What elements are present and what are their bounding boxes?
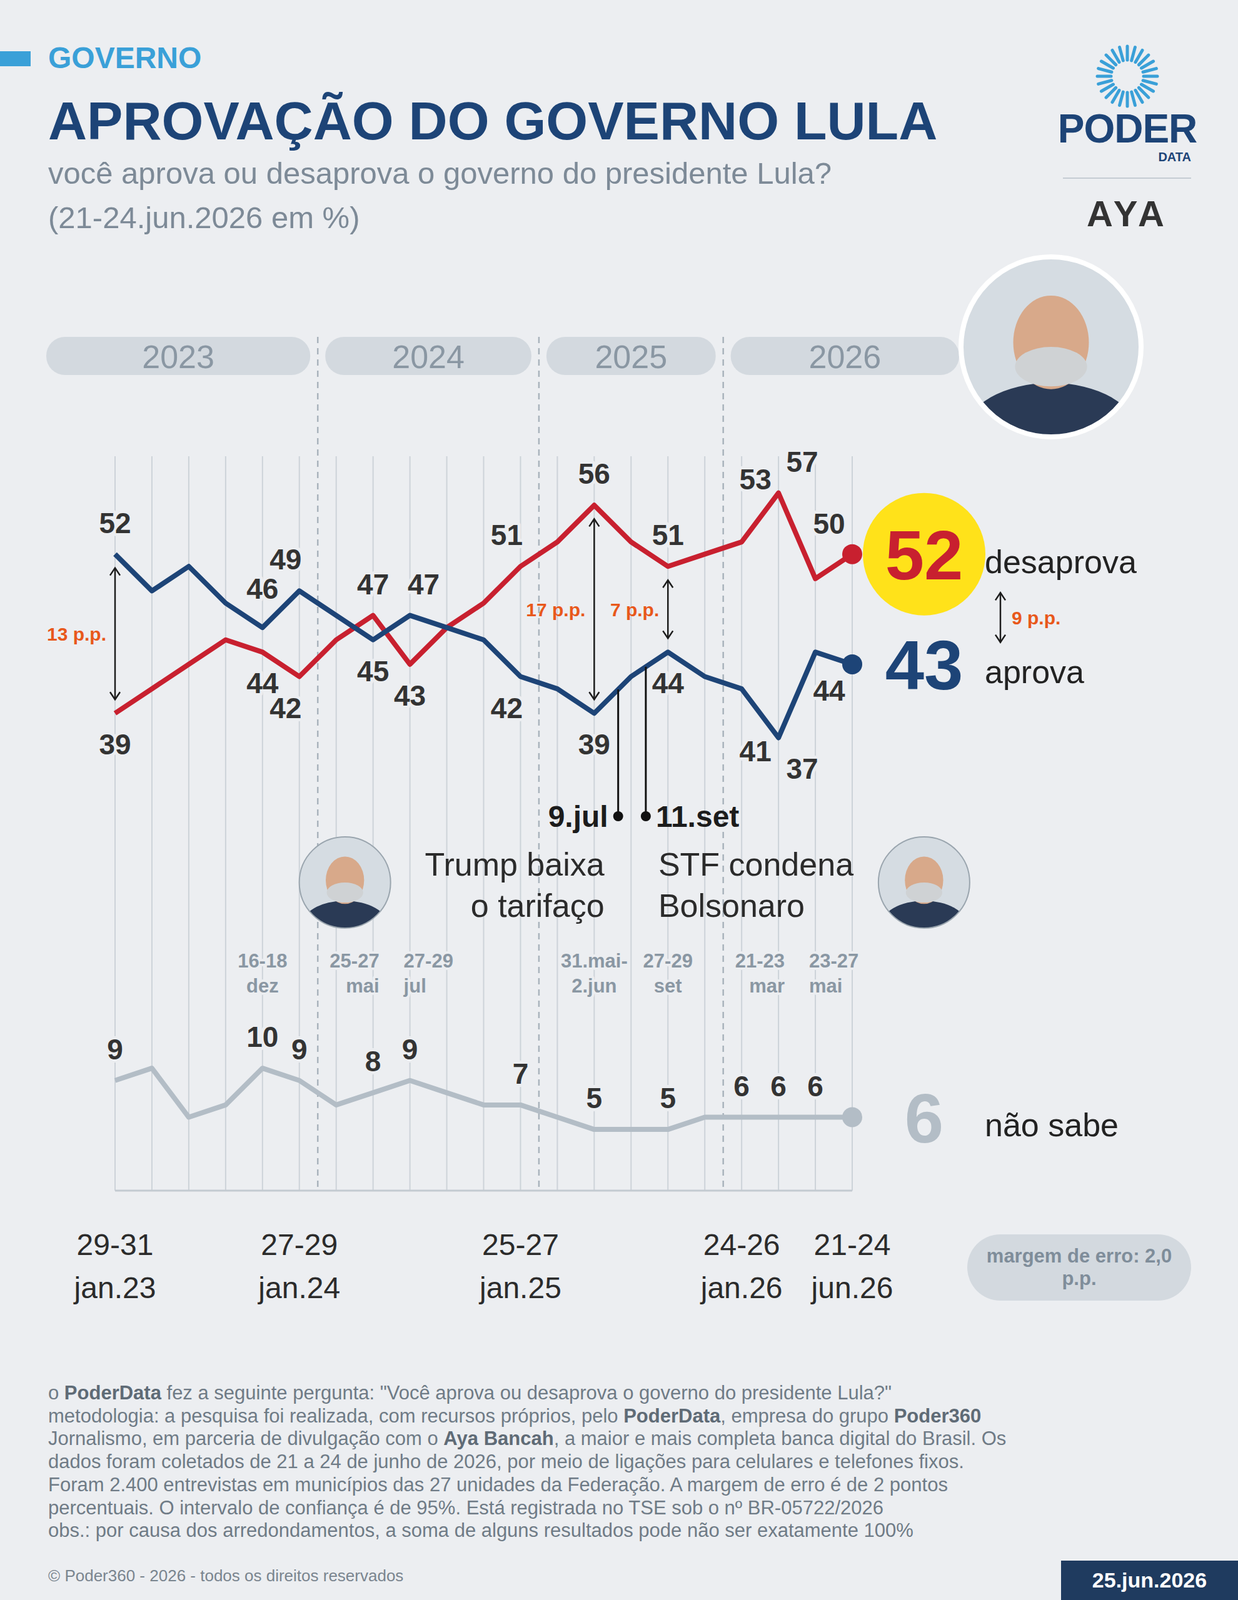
svg-text:39: 39 bbox=[98, 728, 131, 761]
svg-text:21-24: 21-24 bbox=[814, 1228, 891, 1262]
svg-text:6: 6 bbox=[904, 1079, 944, 1158]
html-text:GOVERNO: GOVERNO bbox=[48, 41, 202, 75]
svg-text:dez: dez bbox=[246, 975, 279, 998]
svg-text:27-29: 27-29 bbox=[403, 950, 454, 973]
svg-text:27-29: 27-29 bbox=[260, 1228, 338, 1262]
svg-text:mai: mai bbox=[809, 975, 843, 998]
svg-text:2.jun: 2.jun bbox=[571, 975, 617, 998]
svg-text:9: 9 bbox=[106, 1033, 124, 1067]
svg-text:7 p.p.: 7 p.p. bbox=[610, 599, 660, 621]
svg-text:43: 43 bbox=[393, 679, 426, 713]
svg-text:jan.26: jan.26 bbox=[699, 1271, 783, 1305]
svg-text:jan.24: jan.24 bbox=[256, 1271, 341, 1305]
svg-text:24-26: 24-26 bbox=[703, 1228, 781, 1262]
svg-text:37: 37 bbox=[786, 752, 819, 786]
svg-text:9: 9 bbox=[402, 1033, 419, 1067]
svg-text:2024: 2024 bbox=[392, 338, 465, 376]
svg-text:mar: mar bbox=[749, 975, 785, 998]
svg-text:31.mai-: 31.mai- bbox=[560, 950, 628, 973]
html-text:25.jun.2026: 25.jun.2026 bbox=[1092, 1568, 1207, 1593]
svg-text:jan.23: jan.23 bbox=[73, 1271, 157, 1305]
svg-text:8: 8 bbox=[365, 1045, 382, 1078]
svg-text:49: 49 bbox=[269, 543, 302, 576]
svg-text:jan.25: jan.25 bbox=[478, 1271, 562, 1305]
svg-text:47: 47 bbox=[357, 568, 389, 601]
svg-text:52: 52 bbox=[98, 507, 131, 540]
html-text:Foram 2.400 entrevistas em mun: Foram 2.400 entrevistas em municípios da… bbox=[48, 1474, 948, 1497]
svg-text:52: 52 bbox=[885, 516, 964, 595]
html-text:APROVAÇÃO DO GOVERNO LULA: APROVAÇÃO DO GOVERNO LULA bbox=[48, 90, 938, 151]
svg-text:51: 51 bbox=[490, 518, 523, 552]
html-text:você aprova ou desaprova o gov: você aprova ou desaprova o governo do pr… bbox=[48, 156, 832, 191]
html-text:obs.: por causa dos arredondam: obs.: por causa dos arredondamentos, a s… bbox=[48, 1520, 914, 1542]
svg-text:57: 57 bbox=[786, 445, 819, 479]
svg-text:2025: 2025 bbox=[594, 338, 668, 376]
svg-text:2023: 2023 bbox=[141, 338, 215, 376]
svg-text:23-27: 23-27 bbox=[809, 950, 859, 973]
html-text:margem de erro: 2,0 p.p.: margem de erro: 2,0 p.p. bbox=[986, 1245, 1172, 1290]
svg-text:16-18: 16-18 bbox=[237, 950, 287, 973]
svg-text:não sabe: não sabe bbox=[984, 1107, 1119, 1144]
svg-text:47: 47 bbox=[407, 568, 440, 601]
svg-text:41: 41 bbox=[739, 735, 772, 768]
svg-text:9.jul: 9.jul bbox=[548, 800, 609, 834]
html-text:Jornalismo, em parceria de div: Jornalismo, em parceria de divulgação co… bbox=[48, 1428, 1007, 1451]
svg-text:44: 44 bbox=[652, 667, 685, 700]
svg-text:25-27: 25-27 bbox=[482, 1228, 559, 1262]
svg-text:39: 39 bbox=[578, 728, 611, 761]
svg-text:56: 56 bbox=[578, 457, 611, 491]
html-text:DATA: DATA bbox=[1158, 150, 1192, 164]
svg-text:25-27: 25-27 bbox=[329, 950, 379, 973]
svg-text:11.set: 11.set bbox=[655, 800, 740, 834]
html-text:PODER: PODER bbox=[1057, 106, 1197, 152]
svg-text:29-31: 29-31 bbox=[76, 1228, 154, 1262]
svg-text:42: 42 bbox=[269, 692, 302, 725]
svg-text:2026: 2026 bbox=[808, 338, 881, 376]
svg-text:10: 10 bbox=[246, 1021, 279, 1054]
svg-text:mai: mai bbox=[345, 975, 379, 998]
svg-text:jul: jul bbox=[403, 975, 427, 998]
svg-text:45: 45 bbox=[357, 655, 389, 688]
html-text:dados foram coletados de 21 a: dados foram coletados de 21 a 24 de junh… bbox=[48, 1451, 965, 1474]
html-text:o PoderData fez a seguinte per: o PoderData fez a seguinte pergunta: "Vo… bbox=[48, 1382, 892, 1405]
svg-text:6: 6 bbox=[770, 1070, 787, 1103]
svg-text:27-29: 27-29 bbox=[643, 950, 693, 973]
svg-text:5: 5 bbox=[659, 1082, 676, 1115]
svg-text:46: 46 bbox=[246, 572, 279, 606]
svg-text:desaprova: desaprova bbox=[984, 543, 1137, 581]
svg-text:50: 50 bbox=[812, 507, 845, 541]
svg-text:53: 53 bbox=[739, 463, 772, 496]
html-text:(21-24.jun.2026 em %): (21-24.jun.2026 em %) bbox=[48, 200, 360, 235]
html-text:Trump baixa o tarifaço: Trump baixa o tarifaço bbox=[424, 846, 605, 925]
svg-text:51: 51 bbox=[652, 518, 685, 552]
svg-text:5: 5 bbox=[586, 1082, 603, 1115]
svg-text:42: 42 bbox=[490, 692, 523, 725]
svg-text:44: 44 bbox=[246, 667, 279, 700]
html-text:STF condena Bolsonaro: STF condena Bolsonaro bbox=[658, 846, 854, 925]
svg-text:9 p.p.: 9 p.p. bbox=[1011, 607, 1061, 629]
html-text:© Poder360 - 2026 - todos os d: © Poder360 - 2026 - todos os direitos re… bbox=[48, 1566, 404, 1586]
svg-text:7: 7 bbox=[512, 1057, 529, 1091]
svg-text:21-23: 21-23 bbox=[735, 950, 785, 973]
html-text:percentuais. O intervalo de co: percentuais. O intervalo de confiança é … bbox=[48, 1497, 884, 1520]
svg-text:set: set bbox=[654, 975, 683, 998]
svg-text:jun.26: jun.26 bbox=[810, 1271, 894, 1305]
svg-text:44: 44 bbox=[812, 674, 846, 708]
svg-text:9: 9 bbox=[291, 1033, 308, 1067]
html-text:metodologia: a pesquisa foi re: metodologia: a pesquisa foi realizada, c… bbox=[48, 1405, 982, 1428]
svg-text:13 p.p.: 13 p.p. bbox=[46, 624, 107, 645]
svg-text:aprova: aprova bbox=[984, 654, 1085, 691]
svg-text:17 p.p.: 17 p.p. bbox=[525, 599, 586, 621]
svg-text:43: 43 bbox=[885, 626, 964, 705]
svg-text:6: 6 bbox=[807, 1070, 824, 1103]
svg-text:6: 6 bbox=[733, 1070, 750, 1103]
html-text:AYA: AYA bbox=[1086, 193, 1168, 234]
